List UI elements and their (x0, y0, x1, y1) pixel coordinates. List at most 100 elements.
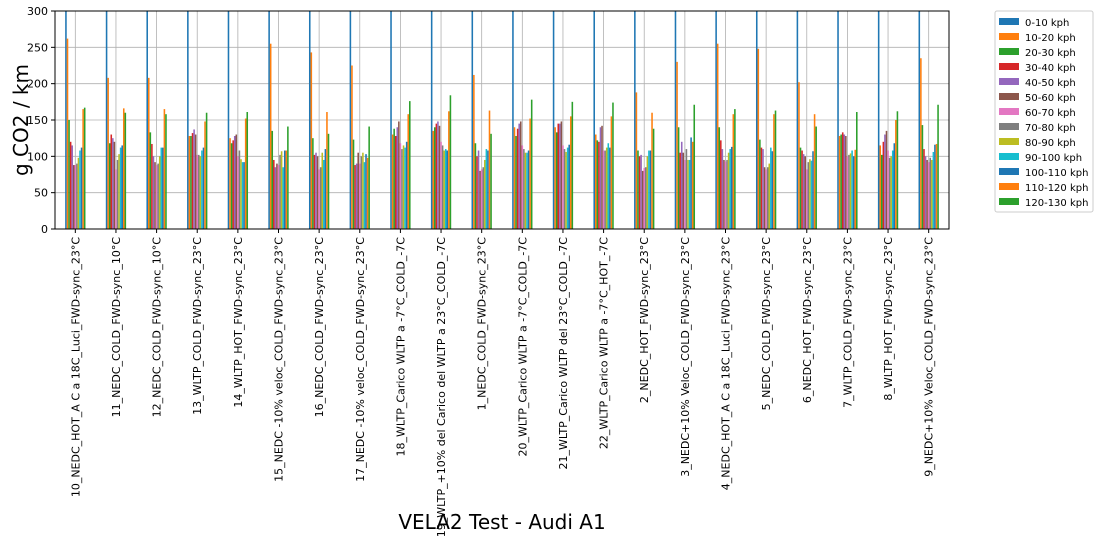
bar (448, 111, 450, 229)
bar (146, 11, 148, 229)
bar (105, 11, 108, 229)
bar (352, 139, 355, 229)
bar (434, 127, 436, 229)
bar (282, 167, 284, 229)
bar (516, 128, 519, 229)
bar (280, 151, 283, 229)
bar (435, 123, 438, 229)
legend-label: 80-90 kph (1025, 138, 1076, 149)
bar (521, 145, 524, 229)
bar (449, 95, 452, 229)
bar (471, 11, 474, 229)
bar (285, 150, 288, 229)
bar (122, 108, 125, 229)
legend-label: 90-100 kph (1025, 153, 1082, 164)
x-tick-label: 9_NEDC+10% Veloc_COLD_FWD-sync_23°C (923, 237, 936, 477)
bar (80, 147, 83, 229)
bar (726, 159, 728, 229)
x-tick-label: 15_NEDC -10% veloc_COLD_FWD-sync_23°C (273, 237, 286, 482)
bar (241, 162, 244, 229)
bar (926, 159, 928, 229)
x-tick-label: 19_WLTP_+10% del Carico del WLTP a 23°C_… (435, 237, 448, 538)
x-tick-label: 6_NEDC_HOT_FWD-sync_23°C (801, 237, 814, 403)
bar (648, 150, 650, 229)
bar (362, 152, 364, 229)
legend-label: 30-40 kph (1025, 63, 1076, 74)
bar (635, 92, 638, 229)
bar (729, 149, 731, 229)
bar (931, 159, 933, 229)
legend-swatch (999, 153, 1019, 160)
bar (727, 152, 730, 229)
bar (488, 110, 491, 229)
bar (321, 152, 324, 229)
bar (593, 11, 595, 229)
bar (643, 167, 646, 229)
bar (107, 77, 109, 229)
bar (755, 11, 758, 229)
bar (690, 137, 692, 229)
x-tick-label: 13_WLTP_COLD_FWD-sync_23°C (191, 237, 204, 415)
bar (598, 141, 600, 229)
bar (676, 61, 678, 230)
bar (360, 156, 363, 229)
bar (774, 110, 777, 229)
bar (194, 134, 197, 229)
legend-label: 70-80 kph (1025, 123, 1076, 134)
x-tick-label: 2_NEDC_HOT_FWD-sync_23°C (638, 237, 651, 403)
y-axis-ticks: 0 50 100 150 200 250 300 (27, 5, 55, 236)
bar (188, 135, 191, 229)
x-tick-label: 20_WLTP_Carico WLTP a -7°C_COLD_-7C (516, 237, 529, 457)
bar (612, 102, 614, 229)
bar (840, 134, 842, 229)
bar (405, 141, 408, 229)
x-tick-label: 18_WLTP_Carico WLTP a -7°C_COLD_-7C (394, 237, 407, 457)
bar (480, 169, 483, 229)
bar (113, 141, 116, 229)
bar (813, 114, 816, 229)
bar (271, 130, 274, 229)
bar (363, 162, 366, 229)
bar (634, 11, 636, 229)
bar (444, 149, 447, 229)
bar (396, 127, 399, 229)
bar (924, 156, 927, 229)
bar (66, 38, 69, 229)
bar (108, 143, 111, 229)
bar (569, 116, 572, 229)
bar (230, 143, 233, 229)
x-tick-label: 12_NEDC_COLD_FWD-sync_10°C (151, 237, 164, 418)
bar (432, 130, 435, 229)
bar (607, 143, 610, 229)
bar (890, 156, 892, 229)
bar (323, 159, 325, 229)
bar (571, 101, 574, 229)
bar (762, 149, 764, 229)
bar (110, 134, 113, 229)
bar (401, 149, 403, 229)
bar (562, 145, 564, 229)
bar (693, 104, 696, 229)
x-tick-label: 22_WLTP_Carico WLTP a -7°C_HOT_-7C (598, 237, 611, 449)
bar (766, 167, 769, 229)
y-tick-label: 250 (27, 41, 48, 54)
legend-swatch (999, 18, 1019, 25)
bar (65, 11, 67, 229)
legend-swatch (999, 198, 1019, 205)
bar (277, 165, 280, 229)
bar (244, 118, 247, 229)
bar (723, 159, 725, 229)
bar (679, 152, 681, 229)
bar (358, 163, 361, 229)
bar (759, 139, 761, 229)
bar (115, 169, 117, 229)
bar (157, 163, 159, 229)
x-tick-label: 17_NEDC -10% veloc_COLD_FWD-sync_23°C (354, 237, 367, 482)
x-tick-label: 1_NEDC_COLD_FWD-sync_23°C (476, 237, 489, 411)
bar (809, 159, 811, 229)
bar (246, 112, 249, 229)
bar (155, 165, 158, 229)
bar (313, 154, 316, 229)
bar (473, 74, 475, 229)
